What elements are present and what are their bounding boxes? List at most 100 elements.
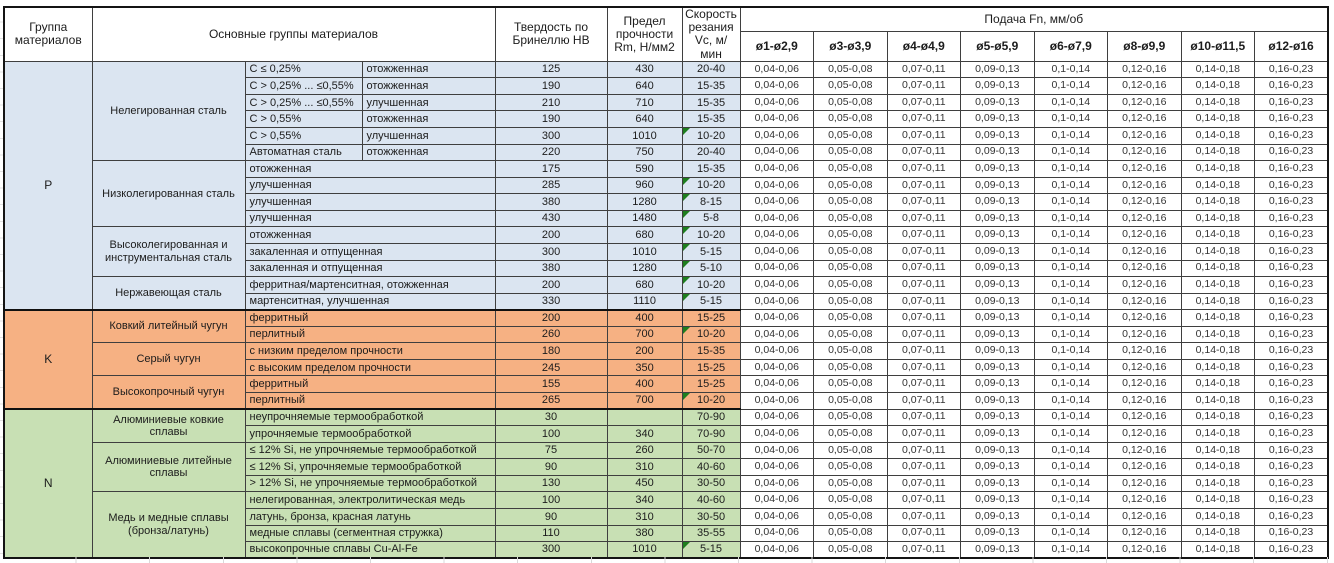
feed-value-cell[interactable]: 0,04-0,06 bbox=[739, 242, 815, 261]
feed-value-cell[interactable]: 0,12-0,16 bbox=[1107, 441, 1182, 460]
feed-value-cell[interactable]: 0,1-0,14 bbox=[1033, 358, 1109, 377]
feed-value-cell[interactable]: 0,09-0,13 bbox=[960, 292, 1035, 311]
material-spec-cell[interactable]: ферритная/мартенситная, отожженная bbox=[244, 276, 496, 294]
rm-value-cell[interactable]: 380 bbox=[606, 524, 683, 543]
feed-value-cell[interactable]: 0,16-0,23 bbox=[1254, 292, 1329, 311]
feed-value-cell[interactable]: 0,05-0,08 bbox=[813, 226, 888, 244]
feed-value-cell[interactable]: 0,05-0,08 bbox=[813, 541, 888, 559]
hb-value-cell[interactable]: 130 bbox=[494, 474, 608, 493]
feed-value-cell[interactable]: 0,12-0,16 bbox=[1107, 292, 1182, 311]
material-spec-cell[interactable]: мартенситная, улучшенная bbox=[244, 292, 496, 311]
feed-value-cell[interactable]: 0,07-0,11 bbox=[886, 93, 962, 112]
feed-value-cell[interactable]: 0,12-0,16 bbox=[1107, 77, 1182, 95]
feed-value-cell[interactable]: 0,14-0,18 bbox=[1180, 93, 1256, 112]
feed-value-cell[interactable]: 0,1-0,14 bbox=[1033, 458, 1109, 476]
feed-value-cell[interactable]: 0,16-0,23 bbox=[1254, 325, 1329, 344]
feed-value-cell[interactable]: 0,04-0,06 bbox=[739, 259, 815, 278]
material-spec-cell[interactable]: отожженная bbox=[361, 77, 496, 95]
feed-value-cell[interactable]: 0,14-0,18 bbox=[1180, 458, 1256, 476]
feed-value-cell[interactable]: 0,07-0,11 bbox=[886, 242, 962, 261]
feed-value-cell[interactable]: 0,05-0,08 bbox=[813, 325, 888, 344]
feed-value-cell[interactable]: 0,07-0,11 bbox=[886, 392, 962, 410]
feed-value-cell[interactable]: 0,07-0,11 bbox=[886, 259, 962, 278]
feed-value-cell[interactable]: 0,1-0,14 bbox=[1033, 193, 1109, 211]
feed-value-cell[interactable]: 0,1-0,14 bbox=[1033, 425, 1109, 443]
feed-value-cell[interactable]: 0,1-0,14 bbox=[1033, 392, 1109, 410]
feed-value-cell[interactable]: 0,12-0,16 bbox=[1107, 242, 1182, 261]
material-spec-cell[interactable]: медные сплавы (сегментная стружка) bbox=[244, 524, 496, 543]
feed-value-cell[interactable]: 0,16-0,23 bbox=[1254, 342, 1329, 360]
col-header-feed-title[interactable]: Подача Fn, мм/об bbox=[739, 6, 1329, 33]
material-spec-cell[interactable]: с высоким пределом прочности bbox=[244, 358, 496, 377]
feed-value-cell[interactable]: 0,1-0,14 bbox=[1033, 226, 1109, 244]
col-header-diameter[interactable]: ø3-ø3,9 bbox=[813, 31, 888, 62]
feed-value-cell[interactable]: 0,12-0,16 bbox=[1107, 193, 1182, 211]
feed-value-cell[interactable]: 0,04-0,06 bbox=[739, 358, 815, 377]
hb-value-cell[interactable]: 75 bbox=[494, 441, 608, 460]
feed-value-cell[interactable]: 0,04-0,06 bbox=[739, 309, 815, 327]
feed-value-cell[interactable]: 0,12-0,16 bbox=[1107, 408, 1182, 427]
hb-value-cell[interactable]: 110 bbox=[494, 524, 608, 543]
feed-value-cell[interactable]: 0,14-0,18 bbox=[1180, 309, 1256, 327]
feed-value-cell[interactable]: 0,05-0,08 bbox=[813, 110, 888, 128]
vc-value-cell[interactable]: 70-90 bbox=[681, 425, 741, 443]
vc-value-cell[interactable]: 10-20 bbox=[681, 392, 741, 410]
feed-value-cell[interactable]: 0,09-0,13 bbox=[960, 358, 1035, 377]
feed-value-cell[interactable]: 0,09-0,13 bbox=[960, 541, 1035, 559]
feed-value-cell[interactable]: 0,05-0,08 bbox=[813, 375, 888, 393]
vc-value-cell[interactable]: 5-15 bbox=[681, 292, 741, 311]
feed-value-cell[interactable]: 0,05-0,08 bbox=[813, 276, 888, 294]
vc-value-cell[interactable]: 15-35 bbox=[681, 160, 741, 178]
material-spec-cell[interactable]: улучшенная bbox=[244, 176, 496, 195]
vc-value-cell[interactable]: 15-25 bbox=[681, 375, 741, 393]
vc-value-cell[interactable]: 30-50 bbox=[681, 507, 741, 526]
feed-value-cell[interactable]: 0,05-0,08 bbox=[813, 441, 888, 460]
feed-value-cell[interactable]: 0,12-0,16 bbox=[1107, 507, 1182, 526]
feed-value-cell[interactable]: 0,12-0,16 bbox=[1107, 60, 1182, 79]
feed-value-cell[interactable]: 0,16-0,23 bbox=[1254, 242, 1329, 261]
feed-value-cell[interactable]: 0,14-0,18 bbox=[1180, 242, 1256, 261]
col-header-diameter[interactable]: ø12-ø16 bbox=[1254, 31, 1329, 62]
feed-value-cell[interactable]: 0,04-0,06 bbox=[739, 541, 815, 559]
material-spec-cell[interactable]: перлитный bbox=[244, 325, 496, 344]
feed-value-cell[interactable]: 0,12-0,16 bbox=[1107, 93, 1182, 112]
vc-value-cell[interactable]: 8-15 bbox=[681, 193, 741, 211]
feed-value-cell[interactable]: 0,12-0,16 bbox=[1107, 325, 1182, 344]
feed-value-cell[interactable]: 0,09-0,13 bbox=[960, 276, 1035, 294]
group-code-cell[interactable]: P bbox=[3, 60, 93, 311]
feed-value-cell[interactable]: 0,04-0,06 bbox=[739, 458, 815, 476]
vc-value-cell[interactable]: 10-20 bbox=[681, 226, 741, 244]
feed-value-cell[interactable]: 0,05-0,08 bbox=[813, 524, 888, 543]
feed-value-cell[interactable]: 0,07-0,11 bbox=[886, 507, 962, 526]
feed-value-cell[interactable]: 0,05-0,08 bbox=[813, 209, 888, 228]
feed-value-cell[interactable]: 0,09-0,13 bbox=[960, 259, 1035, 278]
material-spec-cell[interactable]: > 12% Si, не упрочняемые термообработкой bbox=[244, 474, 496, 493]
feed-value-cell[interactable]: 0,05-0,08 bbox=[813, 358, 888, 377]
feed-value-cell[interactable]: 0,14-0,18 bbox=[1180, 358, 1256, 377]
feed-value-cell[interactable]: 0,07-0,11 bbox=[886, 127, 962, 145]
feed-value-cell[interactable]: 0,12-0,16 bbox=[1107, 358, 1182, 377]
vc-value-cell[interactable]: 5-8 bbox=[681, 209, 741, 228]
material-spec-cell[interactable]: улучшенная bbox=[244, 209, 496, 228]
feed-value-cell[interactable]: 0,09-0,13 bbox=[960, 60, 1035, 79]
feed-value-cell[interactable]: 0,1-0,14 bbox=[1033, 441, 1109, 460]
vc-value-cell[interactable]: 70-90 bbox=[681, 408, 741, 427]
material-spec-cell[interactable]: C > 0,25% ... ≤0,55% bbox=[244, 93, 363, 112]
feed-value-cell[interactable]: 0,1-0,14 bbox=[1033, 276, 1109, 294]
vc-value-cell[interactable]: 35-55 bbox=[681, 524, 741, 543]
feed-value-cell[interactable]: 0,09-0,13 bbox=[960, 143, 1035, 162]
feed-value-cell[interactable]: 0,14-0,18 bbox=[1180, 474, 1256, 493]
feed-value-cell[interactable]: 0,1-0,14 bbox=[1033, 242, 1109, 261]
material-spec-cell[interactable]: C ≤ 0,25% bbox=[244, 60, 363, 79]
hb-value-cell[interactable]: 190 bbox=[494, 77, 608, 95]
feed-value-cell[interactable]: 0,07-0,11 bbox=[886, 160, 962, 178]
vc-value-cell[interactable]: 10-20 bbox=[681, 276, 741, 294]
feed-value-cell[interactable]: 0,07-0,11 bbox=[886, 408, 962, 427]
rm-value-cell[interactable]: 1480 bbox=[606, 209, 683, 228]
feed-value-cell[interactable]: 0,1-0,14 bbox=[1033, 524, 1109, 543]
hb-value-cell[interactable]: 380 bbox=[494, 259, 608, 278]
feed-value-cell[interactable]: 0,04-0,06 bbox=[739, 127, 815, 145]
col-header-diameter[interactable]: ø10-ø11,5 bbox=[1180, 31, 1256, 62]
feed-value-cell[interactable]: 0,14-0,18 bbox=[1180, 226, 1256, 244]
rm-value-cell[interactable]: 750 bbox=[606, 143, 683, 162]
